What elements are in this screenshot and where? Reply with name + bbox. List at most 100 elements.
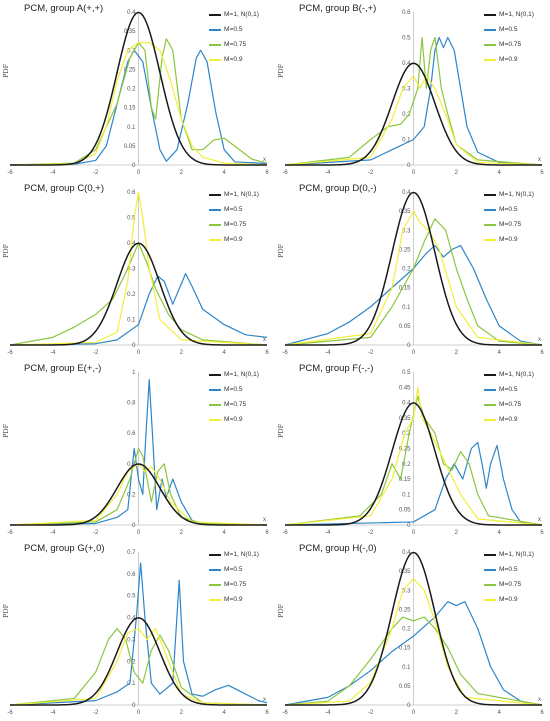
legend: M=1, N(0,1) M=0.5 M=0.75 M=0.9	[209, 367, 259, 427]
legend-swatch	[484, 583, 496, 586]
y-tick-label: 0.6	[127, 431, 136, 437]
chart-svg: 0 0.05 0.1 0.15 0.2 0.25 0.3 0.35 0.4 -6 -4 -2 0 2 4 6 x	[282, 190, 544, 356]
chart-title: PCM, group E(+,-)	[24, 363, 102, 374]
x-axis-label: x	[538, 697, 541, 703]
chart-svg: 00.10.20.30.40.50.6-6 -4 -2 0 2 4 6x	[282, 10, 544, 176]
legend-item: M=0.5	[484, 382, 534, 397]
y-tick-label: 0.35	[399, 569, 411, 575]
legend: M=1, N(0,1) M=0.5 M=0.75 M=0.9	[484, 187, 534, 247]
legend: M=1, N(0,1) M=0.5 M=0.75 M=0.9	[209, 7, 259, 67]
legend-label: M=0.9	[224, 236, 243, 243]
x-tick-label: 0	[412, 530, 416, 536]
legend-swatch	[209, 553, 221, 556]
chart-svg: 00.10.20.30.40.50.6-6 -4 -2 0 2 4 6x	[7, 190, 269, 356]
y-tick-label: 0.3	[402, 228, 411, 234]
chart-panel: 0 0.1 0.2 0.3 0.4 0.5 0.6 -6 -4 -2 0 2 4 6 x PCM, group…	[275, 0, 550, 180]
y-tick-label: 0	[407, 163, 411, 169]
legend-item: M=0.75	[484, 577, 534, 592]
y-tick-label: 0.6	[127, 190, 136, 196]
legend-item: M=0.5	[209, 382, 259, 397]
legend-label: M=0.75	[499, 221, 522, 228]
y-tick-label: 0.3	[402, 588, 411, 594]
x-axis-label: x	[263, 697, 266, 703]
x-tick-label: -2	[93, 710, 99, 716]
legend-label: M=0.9	[499, 236, 518, 243]
x-axis-label: x	[263, 157, 266, 163]
legend-label: M=0.75	[499, 581, 522, 588]
x-tick-label: 4	[497, 350, 501, 356]
series-line	[284, 36, 543, 166]
x-tick-label: -6	[7, 530, 13, 536]
legend-swatch	[209, 418, 221, 421]
x-tick-label: -2	[93, 530, 99, 536]
legend: M=1, N(0,1) M=0.5 M=0.75 M=0.9	[209, 187, 259, 247]
y-tick-label: 0.5	[402, 36, 411, 42]
y-tick-label: 0	[132, 343, 136, 349]
legend-item: M=1, N(0,1)	[209, 547, 259, 562]
chart-panel: 0 0.05 0.1 0.15 0.2 0.25 0.3 0.35 0.4 -6 -4 -2 0 2 4 6 x…	[275, 180, 550, 360]
y-tick-label: 0.35	[124, 29, 136, 35]
x-tick-label: -4	[50, 710, 56, 716]
y-tick-label: 0.3	[127, 637, 136, 643]
x-tick-label: -6	[282, 170, 288, 176]
y-tick-label: 0.1	[127, 681, 136, 687]
y-tick-label: 0.35	[399, 416, 411, 422]
series-line	[285, 402, 542, 526]
x-tick-label: 6	[265, 170, 269, 176]
chart-panel: 0 0.05 0.1 0.15 0.2 0.25 0.3 0.35 0.4 -6 -4 -2 0 2 4 6 x…	[275, 540, 550, 720]
chart-svg: 0 0.2 0.4 0.6 0.8 1 -6 -4 -2 0 2 4 6 x	[7, 370, 269, 536]
x-tick-label: 2	[180, 710, 184, 716]
y-tick-label: 0.2	[127, 87, 136, 93]
x-tick-label: -4	[50, 170, 56, 176]
legend-item: M=0.5	[484, 562, 534, 577]
legend-swatch	[484, 373, 496, 376]
legend-swatch	[209, 238, 221, 241]
legend-item: M=0.5	[209, 562, 259, 577]
y-tick-label: 0.35	[399, 209, 411, 215]
x-tick-label: 0	[137, 170, 141, 176]
x-tick-label: 4	[497, 710, 501, 716]
y-tick-label: 0	[132, 523, 136, 529]
legend-swatch	[484, 553, 496, 556]
legend-swatch	[484, 598, 496, 601]
legend-label: M=0.75	[499, 41, 522, 48]
y-axis-label: PDF	[2, 603, 10, 618]
y-tick-label: 0.25	[399, 447, 411, 453]
legend-label: M=0.9	[224, 416, 243, 423]
x-axis-label: x	[538, 517, 541, 523]
x-axis-label: x	[263, 517, 266, 523]
x-tick-label: 2	[455, 530, 459, 536]
y-tick-label: 0.5	[402, 370, 411, 376]
x-tick-label: 0	[137, 710, 141, 716]
chart-title: PCM, group F(-,-)	[299, 363, 374, 374]
legend-label: M=0.5	[499, 206, 518, 213]
legend-label: M=0.9	[224, 56, 243, 63]
x-tick-label: -6	[7, 710, 13, 716]
x-tick-label: 2	[180, 350, 184, 356]
y-axis-label: PDF	[277, 603, 285, 618]
y-tick-label: 0.05	[399, 508, 411, 514]
series-line	[10, 11, 267, 166]
x-tick-label: 4	[497, 170, 501, 176]
x-tick-label: 6	[265, 530, 269, 536]
x-tick-label: 0	[137, 530, 141, 536]
y-tick-label: 1	[132, 370, 136, 376]
chart-panel: 0 0.1 0.2 0.3 0.4 0.5 0.6 0.7 -6 -4 -2 0 2 4 6 x PCM, gr…	[0, 540, 275, 720]
x-tick-label: -6	[282, 530, 288, 536]
x-axis-label: x	[538, 337, 541, 343]
legend-item: M=1, N(0,1)	[209, 367, 259, 382]
legend-swatch	[484, 43, 496, 46]
legend-label: M=0.5	[499, 386, 518, 393]
chart-svg: 0 0.05 0.1 0.15 0.2 0.25 0.3 0.35 0.4 -6 -4 -2 0 2 4 6 x	[282, 550, 544, 716]
y-tick-label: 0	[407, 703, 411, 709]
legend-label: M=1, N(0,1)	[499, 11, 534, 18]
x-tick-label: -4	[50, 530, 56, 536]
y-tick-label: 0.5	[127, 216, 136, 222]
y-axis-label: PDF	[2, 423, 10, 438]
y-axis-label: PDF	[2, 243, 10, 258]
chart-title: PCM, group C(0,+)	[24, 183, 104, 194]
x-tick-label: -2	[368, 170, 374, 176]
y-tick-label: 0.4	[402, 61, 411, 67]
series-line	[9, 447, 268, 526]
legend-item: M=1, N(0,1)	[484, 187, 534, 202]
